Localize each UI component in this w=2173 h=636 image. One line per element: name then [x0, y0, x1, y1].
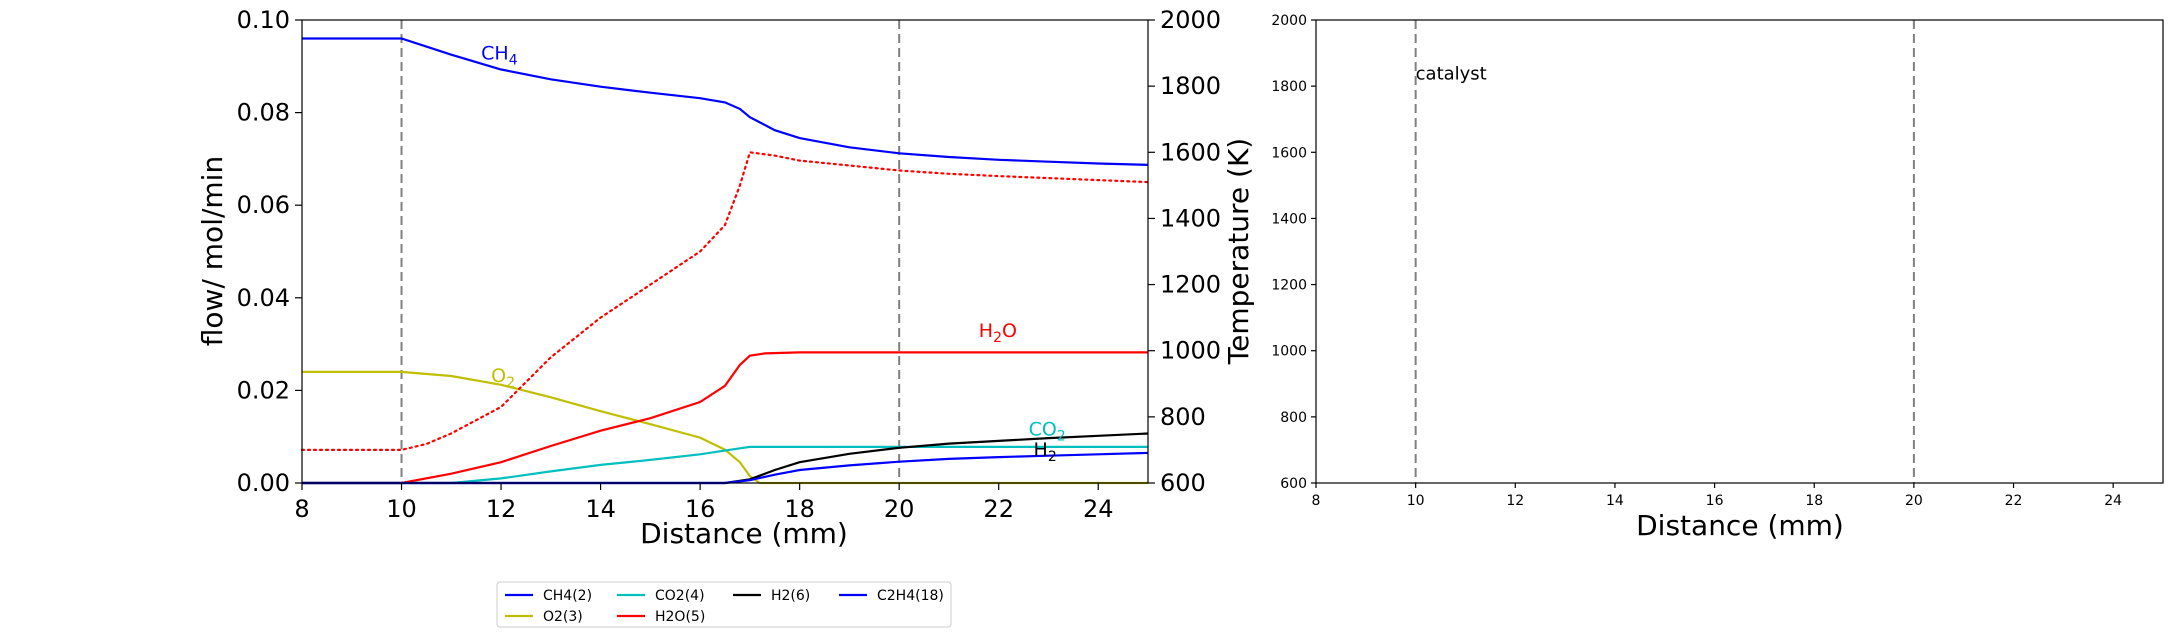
- right-x-axis-label: Distance (mm): [1636, 509, 1844, 542]
- x-tick-label: 18: [784, 495, 815, 523]
- y2-tick-label: 1400: [1160, 204, 1221, 232]
- x-tick-label: 22: [2005, 493, 2023, 509]
- legend-label: O2(3): [543, 609, 583, 625]
- series-line-ch4-2: [302, 37, 1149, 166]
- y-tick-label: 0.08: [237, 99, 290, 127]
- y2-tick-label: 600: [1160, 469, 1206, 497]
- right-axes: 8 10 12 14 16 18 20 22 24 600 800 1000 1200 1400 1600 1…: [1271, 13, 2164, 509]
- x-tick-label: 20: [1905, 493, 1923, 509]
- catalyst-label: catalyst: [1416, 64, 1487, 85]
- species-annotation: H2O: [979, 320, 1017, 346]
- y2-tick-label: 2000: [1160, 6, 1221, 34]
- x-tick-label: 16: [685, 495, 716, 523]
- x-tick-label: 8: [1312, 493, 1321, 509]
- legend: CH4(2) O2(3) CO2(4) H2O(5) H2(6) C2H4(18): [496, 581, 952, 628]
- y-tick-label: 1000: [1271, 344, 1307, 360]
- catalyst-boundary-lines: [400, 20, 901, 483]
- x-tick-label: 22: [983, 495, 1014, 523]
- species-annotation: O2: [491, 365, 515, 391]
- y2-tick-label: 1000: [1160, 337, 1221, 365]
- y-tick-label: 600: [1280, 476, 1307, 492]
- y-tick-label: 1800: [1271, 79, 1307, 95]
- plot-frame: [301, 19, 1149, 484]
- x-tick-label: 20: [884, 495, 915, 523]
- legend-label: C2H4(18): [877, 588, 944, 604]
- y2-tick-label: 1200: [1160, 271, 1221, 299]
- right-annotations: catalyst: [1416, 64, 1487, 85]
- legend-label: CO2(4): [655, 588, 705, 604]
- y-tick-label: 0.06: [237, 191, 290, 219]
- left-chart: 8 10 12 14 16 18 20 22 24 0.00 0.02 0.04 0.06 0.08 0.1…: [196, 6, 1255, 550]
- species-annotation: CO2: [1029, 418, 1066, 444]
- legend-label: H2(6): [771, 588, 810, 604]
- x-tick-label: 12: [1506, 493, 1524, 509]
- x-tick-label: 12: [486, 495, 517, 523]
- x-tick-label: 10: [1407, 493, 1425, 509]
- legend-entry-c2h4-18: C2H4(18): [839, 588, 944, 604]
- x-tick-label: 24: [1083, 495, 1114, 523]
- left-axes: 8 10 12 14 16 18 20 22 24 0.00 0.02 0.04 0.06 0.08 0.1…: [237, 6, 1222, 523]
- right-y-axis-label: Temperature (K): [1222, 138, 1255, 365]
- series-line-h2-6: [302, 432, 1149, 485]
- legend-entry-co2-4: CO2(4): [617, 588, 705, 604]
- species-flow-lines: [300, 37, 1150, 485]
- y-tick-label: 0.04: [237, 284, 290, 312]
- x-tick-label: 14: [1606, 493, 1624, 509]
- y-tick-label: 1400: [1271, 211, 1307, 227]
- y2-tick-label: 800: [1160, 403, 1206, 431]
- series-line-c2h4-18: [302, 451, 1149, 485]
- y-tick-label: 0.02: [237, 376, 290, 404]
- left-x-axis-label: Distance (mm): [640, 517, 848, 550]
- y2-tick-label: 1600: [1160, 138, 1221, 166]
- legend-box: [496, 581, 952, 628]
- y2-tick-label: 1800: [1160, 72, 1221, 100]
- y-tick-label: 1600: [1271, 145, 1307, 161]
- x-tick-label: 10: [386, 495, 417, 523]
- x-tick-label: 18: [1805, 493, 1823, 509]
- series-line-h2o-5: [302, 351, 1148, 485]
- y-tick-label: 0.00: [237, 469, 290, 497]
- y-tick-label: 2000: [1271, 13, 1307, 29]
- catalyst-boundary-lines-right: [1414, 20, 1915, 483]
- x-tick-label: 14: [585, 495, 616, 523]
- legend-entry-h2o-5: H2O(5): [617, 609, 705, 625]
- left-y-axis-label: flow/ mol/min: [196, 156, 229, 346]
- y-tick-label: 800: [1280, 410, 1307, 426]
- species-annotation: CH4: [481, 42, 518, 68]
- x-tick-label: 16: [1706, 493, 1724, 509]
- legend-label: H2O(5): [655, 609, 705, 625]
- x-tick-label: 8: [294, 495, 309, 523]
- right-chart: 8 10 12 14 16 18 20 22 24 600 800 1000 1200 1400 1600 1…: [1271, 13, 2164, 542]
- legend-entry-ch4-2: CH4(2): [505, 588, 592, 604]
- legend-entry-h2-6: H2(6): [733, 588, 810, 604]
- series-line-o2-3: [302, 370, 1148, 485]
- legend-entry-o2-3: O2(3): [505, 609, 583, 625]
- legend-label: CH4(2): [543, 588, 592, 604]
- plot-frame: [1315, 19, 2164, 484]
- y-tick-label: 1200: [1271, 278, 1307, 294]
- x-tick-label: 24: [2104, 493, 2122, 509]
- y-tick-label: 0.10: [237, 6, 290, 34]
- temperature-line: [300, 151, 1150, 451]
- species-annotation: H2: [1034, 439, 1057, 465]
